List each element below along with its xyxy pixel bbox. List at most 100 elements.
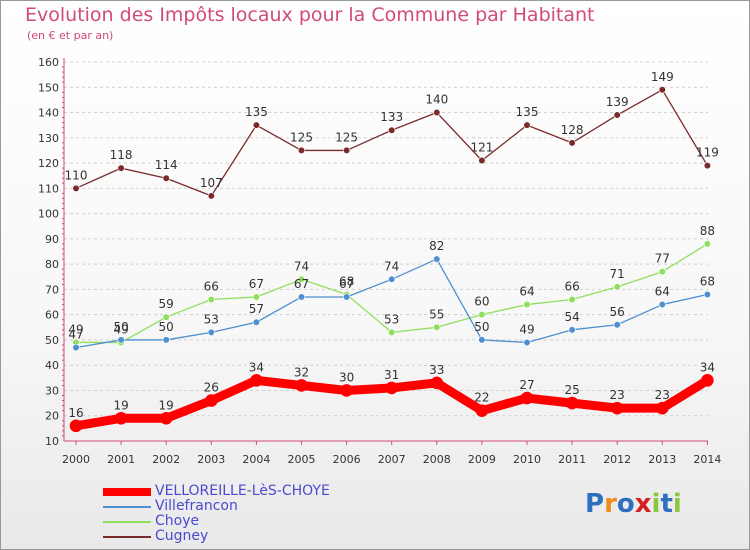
data-point <box>523 300 531 309</box>
data-label: 121 <box>470 141 493 155</box>
data-point <box>297 275 306 283</box>
data-label: 118 <box>110 148 133 162</box>
data-label: 16 <box>68 406 83 420</box>
data-label: 64 <box>655 285 670 299</box>
data-label: 25 <box>564 383 579 397</box>
data-point <box>343 293 351 301</box>
data-point <box>433 108 441 117</box>
data-label: 88 <box>700 224 715 238</box>
x-tick-label: 2000 <box>62 453 90 466</box>
y-tick-label: 70 <box>45 283 59 296</box>
data-label: 67 <box>249 277 264 291</box>
data-point <box>478 336 486 344</box>
y-tick-label: 10 <box>45 435 59 448</box>
data-point <box>297 293 306 301</box>
data-label: 125 <box>290 130 313 144</box>
data-point <box>69 419 83 433</box>
data-label: 34 <box>249 360 264 374</box>
data-label: 66 <box>204 280 219 294</box>
data-label: 68 <box>700 274 715 288</box>
data-point <box>252 318 260 326</box>
data-label: 50 <box>159 320 174 334</box>
data-point <box>388 275 396 283</box>
data-label: 49 <box>68 322 83 336</box>
data-label: 33 <box>429 363 444 377</box>
data-point <box>703 290 712 299</box>
data-label: 55 <box>429 307 444 321</box>
data-point <box>343 146 351 155</box>
data-label: 47 <box>68 328 83 342</box>
data-label: 66 <box>564 280 579 294</box>
data-point <box>162 313 170 321</box>
data-point <box>658 268 666 276</box>
data-label: 64 <box>519 285 534 299</box>
data-label: 30 <box>339 370 354 384</box>
data-point <box>117 164 125 172</box>
data-point <box>475 404 489 417</box>
y-tick-label: 40 <box>45 359 59 372</box>
data-point <box>613 321 621 329</box>
data-point <box>478 156 486 165</box>
data-label: 57 <box>249 302 264 316</box>
data-point <box>701 374 714 387</box>
legend-label: Cugney <box>155 528 209 544</box>
data-label: 133 <box>380 110 403 124</box>
data-point <box>613 111 621 119</box>
data-label: 139 <box>606 95 629 109</box>
x-tick-label: 2009 <box>468 453 496 466</box>
data-label: 71 <box>610 267 625 281</box>
data-point <box>610 401 624 415</box>
data-label: 49 <box>519 322 534 336</box>
data-point <box>520 391 534 405</box>
data-label: 23 <box>655 388 670 402</box>
y-tick-label: 160 <box>38 56 59 69</box>
data-point <box>72 184 80 192</box>
data-label: 67 <box>294 277 309 291</box>
data-label: 140 <box>425 93 448 107</box>
data-point <box>205 394 218 407</box>
data-point <box>252 121 260 129</box>
data-point <box>250 374 263 387</box>
proxiti-logo: Proxiti <box>585 489 682 519</box>
data-label: 34 <box>700 360 715 374</box>
data-label: 56 <box>610 305 625 319</box>
data-point <box>565 396 579 410</box>
data-label: 31 <box>384 368 399 382</box>
x-tick-label: 2004 <box>242 453 270 466</box>
legend-swatch <box>103 521 151 523</box>
y-tick-label: 20 <box>45 410 59 423</box>
data-label: 26 <box>204 381 219 395</box>
x-tick-label: 2005 <box>288 453 316 466</box>
y-tick-label: 120 <box>38 157 59 170</box>
data-label: 53 <box>204 312 219 326</box>
data-point <box>114 411 128 425</box>
y-tick-label: 80 <box>45 258 59 271</box>
data-label: 114 <box>155 158 178 172</box>
data-point <box>162 174 170 182</box>
data-point <box>478 311 486 319</box>
data-label: 74 <box>294 259 309 273</box>
data-point <box>340 384 353 397</box>
y-tick-label: 130 <box>38 132 59 145</box>
y-tick-label: 60 <box>45 309 59 322</box>
y-tick-label: 30 <box>45 384 59 397</box>
data-point <box>385 381 399 395</box>
data-label: 119 <box>696 146 719 160</box>
data-point <box>207 328 215 336</box>
data-label: 74 <box>384 259 399 273</box>
data-label: 82 <box>429 239 444 253</box>
data-label: 50 <box>113 320 128 334</box>
legend-label: Villefrancon <box>155 498 238 514</box>
x-tick-label: 2014 <box>693 453 721 466</box>
data-point <box>658 300 666 309</box>
data-label: 110 <box>65 168 88 182</box>
data-label: 23 <box>610 388 625 402</box>
data-point <box>613 283 621 291</box>
data-label: 22 <box>474 391 489 405</box>
data-point <box>433 323 441 331</box>
y-tick-label: 90 <box>45 233 59 246</box>
x-tick-label: 2010 <box>513 453 541 466</box>
data-point <box>703 161 712 170</box>
